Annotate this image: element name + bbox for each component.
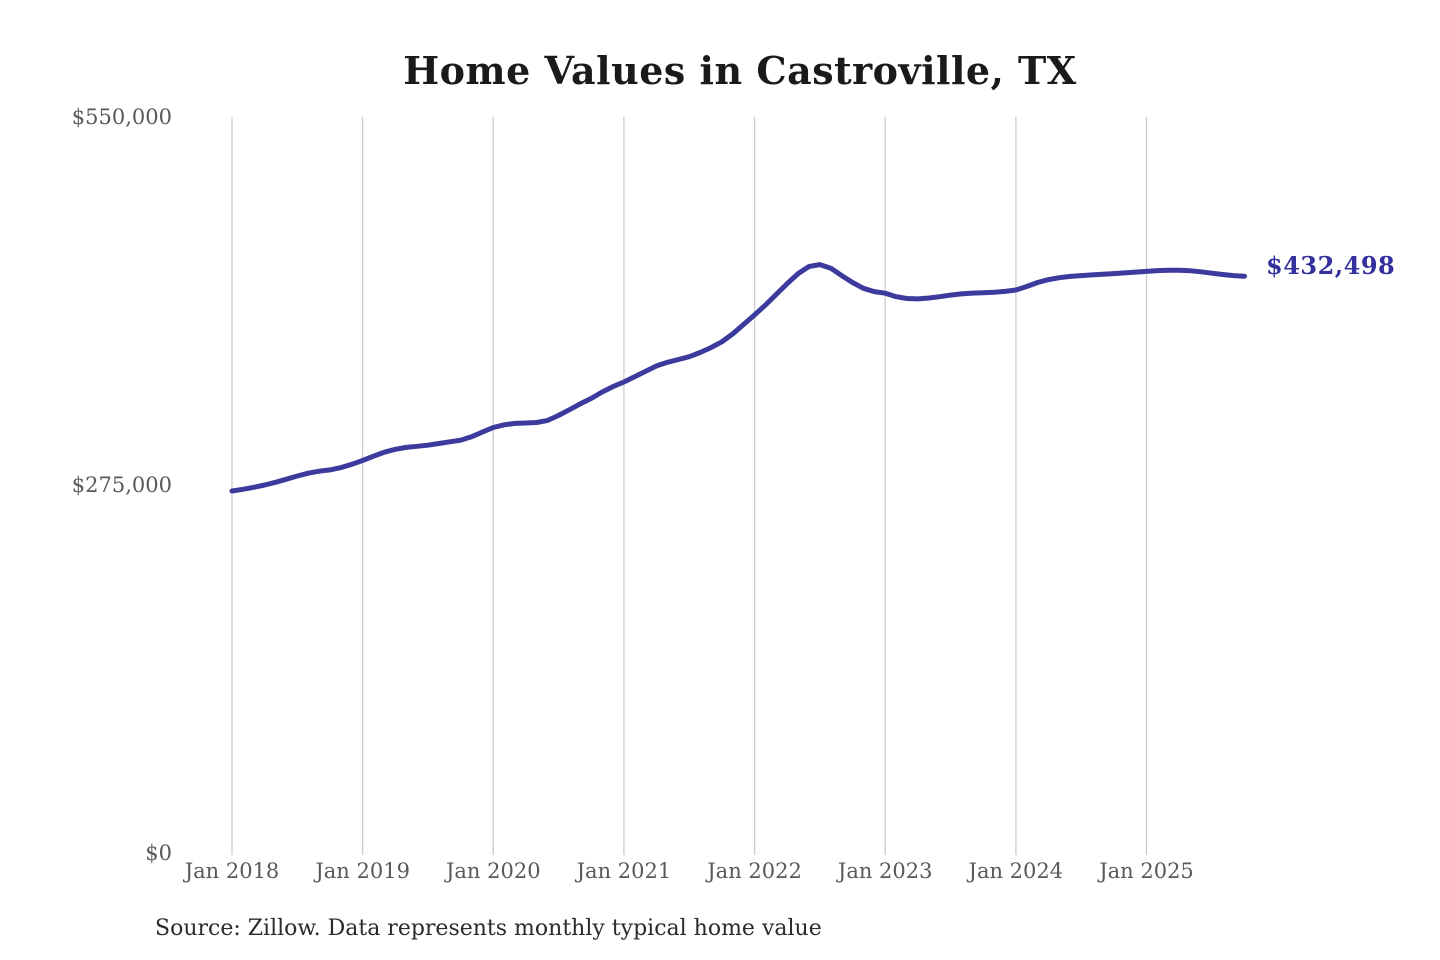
x-tick-label: Jan 2018	[184, 859, 280, 883]
x-tick-label: Jan 2020	[445, 859, 541, 883]
end-value-annotation: $432,498	[1266, 251, 1396, 280]
vertical-gridlines	[231, 117, 1148, 855]
x-tick-label: Jan 2019	[315, 859, 410, 883]
y-tick-label: $0	[145, 841, 172, 865]
x-tick-label: Jan 2025	[1099, 859, 1194, 883]
x-tick-label: Jan 2022	[707, 859, 802, 883]
x-tick-label: Jan 2021	[576, 859, 672, 883]
chart-title: Home Values in Castroville, TX	[403, 48, 1077, 93]
x-tick-label: Jan 2023	[837, 859, 933, 883]
x-tick-label: Jan 2024	[968, 859, 1064, 883]
source-note: Source: Zillow. Data represents monthly …	[155, 916, 822, 941]
y-tick-label: $550,000	[71, 105, 172, 129]
home-value-line-series	[229, 262, 1247, 494]
y-tick-label: $275,000	[71, 473, 172, 497]
